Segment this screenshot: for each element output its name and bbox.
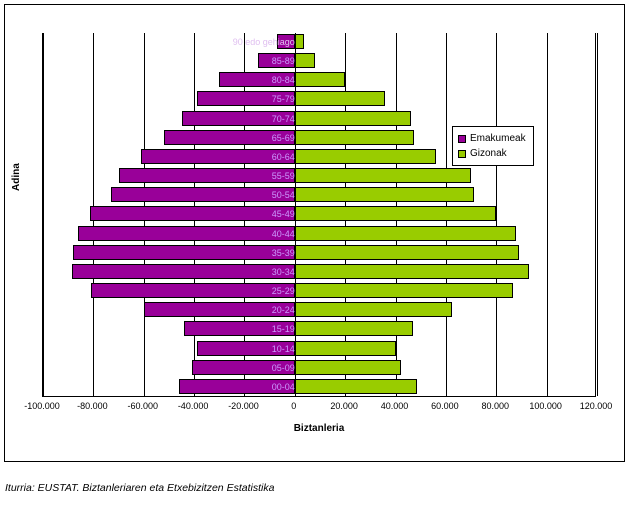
bar-row: 25-29 — [43, 282, 595, 301]
bar-male[interactable] — [294, 321, 414, 337]
x-axis-tick-label: 0 — [291, 401, 297, 411]
bar-row: 60-64 — [43, 148, 595, 167]
bar-row: 15-19 — [43, 320, 595, 339]
bar-row: 55-59 — [43, 167, 595, 186]
x-axis-tick-label: 20.000 — [330, 401, 358, 411]
x-axis-tick-labels: -100.000 -80.000 -60.000 -40.000 -20.000 0 20.… — [24, 401, 612, 417]
square-swatch-icon — [458, 134, 466, 143]
source-note: Iturria: EUSTAT. Biztanleriaren eta Etxe… — [5, 482, 275, 494]
bar-male[interactable] — [294, 359, 401, 375]
bar-male[interactable] — [294, 206, 497, 222]
bar-row: 75-79 — [43, 90, 595, 109]
bar-female[interactable] — [90, 283, 295, 299]
x-axis-tick-label: -60.000 — [127, 401, 158, 411]
bar-male[interactable] — [294, 72, 346, 88]
bar-female[interactable] — [163, 129, 295, 145]
x-axis-tick-label: 40.000 — [380, 401, 409, 411]
x-axis-tick-label: 80.000 — [481, 401, 510, 411]
bar-male[interactable] — [294, 53, 315, 69]
legend-item-gizonak: Gizonak — [458, 146, 526, 161]
chart-frame: Adina 00-04 05-09 10-14 15-19 20-24 25-29 30-3… — [4, 4, 625, 462]
bar-female[interactable] — [110, 187, 295, 203]
legend-item-emakumeak: Emakumeak — [458, 131, 526, 146]
bar-row: 40-44 — [43, 225, 595, 244]
gridline — [597, 33, 598, 396]
bar-row: 20-24 — [43, 301, 595, 320]
bar-row: 80-84 — [43, 71, 595, 90]
bar-male[interactable] — [294, 34, 304, 49]
bar-row: 00-04 — [43, 378, 595, 397]
legend-label: Emakumeak — [470, 133, 526, 144]
bar-row: 50-54 — [43, 186, 595, 205]
bar-male[interactable] — [294, 244, 519, 260]
bar-female[interactable] — [89, 206, 295, 222]
bar-male[interactable] — [294, 110, 411, 126]
bar-female[interactable] — [143, 302, 295, 318]
bar-row: 45-49 — [43, 205, 595, 224]
bar-male[interactable] — [294, 129, 415, 145]
bar-male[interactable] — [294, 91, 386, 107]
bar-male[interactable] — [294, 168, 472, 184]
square-swatch-icon — [458, 149, 466, 158]
x-axis-tick-label: 60.000 — [431, 401, 459, 411]
x-axis-tick-label: -80.000 — [77, 401, 108, 411]
bar-row: 85-89 — [43, 52, 595, 71]
chart-legend: Emakumeak Gizonak — [452, 126, 534, 166]
bar-male[interactable] — [294, 378, 417, 394]
bar-female[interactable] — [178, 378, 295, 394]
bar-female[interactable] — [196, 91, 295, 107]
bar-female[interactable] — [118, 168, 295, 184]
category-label-90-edo-gehiago: 90 edo gehiago — [232, 37, 295, 47]
bar-male[interactable] — [294, 302, 453, 318]
bar-row: 90 edo gehiago — [43, 33, 595, 52]
bar-male[interactable] — [294, 340, 396, 356]
bar-row: 70-74 — [43, 110, 595, 129]
bar-row: 10-14 — [43, 340, 595, 359]
legend-label: Gizonak — [470, 148, 507, 159]
bar-female[interactable] — [277, 34, 295, 49]
bar-row: 05-09 — [43, 359, 595, 378]
x-axis-tick-label: 100.000 — [529, 401, 562, 411]
bar-row: 35-39 — [43, 244, 595, 263]
bar-female[interactable] — [191, 359, 295, 375]
x-axis-title: Biztanleria — [293, 423, 345, 434]
y-axis-title: Adina — [11, 163, 22, 191]
bar-female[interactable] — [258, 53, 295, 69]
bar-female[interactable] — [184, 321, 295, 337]
bar-female[interactable] — [219, 72, 295, 88]
bar-female[interactable] — [141, 148, 295, 164]
bar-female[interactable] — [73, 244, 295, 260]
bar-row: 30-34 — [43, 263, 595, 282]
bar-female[interactable] — [78, 225, 295, 241]
bar-female[interactable] — [71, 263, 295, 279]
plot-area: 00-04 05-09 10-14 15-19 20-24 25-29 30-34 35-39… — [42, 33, 598, 397]
bar-rows: 00-04 05-09 10-14 15-19 20-24 25-29 30-34 35-39… — [43, 33, 595, 396]
x-axis-tick-label: -100.000 — [24, 401, 60, 411]
bar-male[interactable] — [294, 225, 517, 241]
x-axis-tick-label: -20.000 — [228, 401, 259, 411]
bar-male[interactable] — [294, 187, 474, 203]
bar-male[interactable] — [294, 148, 436, 164]
x-axis-tick-label: 120.000 — [579, 401, 613, 411]
bar-female[interactable] — [181, 110, 295, 126]
bar-male[interactable] — [294, 263, 529, 279]
bar-female[interactable] — [196, 340, 295, 356]
bar-male[interactable] — [294, 283, 513, 299]
x-axis-tick-label: -40.000 — [177, 401, 209, 411]
